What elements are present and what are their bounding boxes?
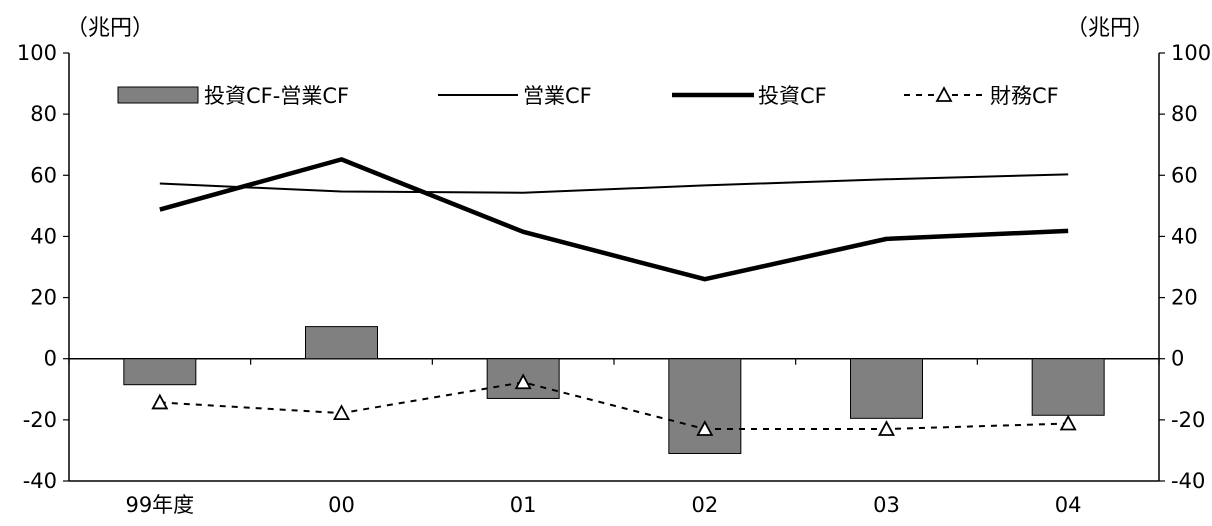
- y-tick-label-right: 20: [1171, 286, 1198, 310]
- legend-swatch-bar: [117, 86, 199, 104]
- bar: [123, 358, 197, 386]
- left-axis-unit: （兆円）: [66, 16, 155, 41]
- legend-label-investing-cf: 投資CF: [758, 84, 827, 108]
- legend-triangle-icon: [935, 86, 953, 102]
- y-tick-label-left: 40: [30, 224, 57, 248]
- y-tick-label-left: 80: [30, 102, 57, 126]
- bar: [668, 358, 742, 454]
- bar: [305, 326, 378, 360]
- axes-group: [63, 52, 1165, 482]
- series-line-financing-cf: [159, 381, 1069, 431]
- triangle-marker: [151, 393, 169, 410]
- x-tick-label: 01: [510, 493, 537, 517]
- bar: [1031, 358, 1105, 416]
- y-tick-label-right: 60: [1171, 163, 1198, 187]
- legend-label-operating-cf: 営業CF: [523, 84, 592, 108]
- triangle-marker: [514, 373, 532, 390]
- x-tick-label: 99年度: [125, 493, 194, 517]
- x-tick-label: 04: [1055, 493, 1082, 517]
- series-line-operating-cf: [159, 173, 1069, 194]
- y-tick-label-right: -20: [1171, 408, 1205, 432]
- series-line-investing-cf: [159, 157, 1069, 282]
- bars-group: [123, 326, 1105, 454]
- y-tick-label-right: 100: [1171, 41, 1211, 65]
- triangle-marker: [332, 404, 351, 421]
- triangle-marker: [877, 420, 896, 436]
- x-tick-label: 02: [691, 493, 718, 517]
- legend-label-financing-cf: 財務CF: [990, 84, 1059, 108]
- y-tick-label-right: 0: [1171, 347, 1184, 371]
- triangle-marker: [696, 420, 714, 436]
- bar: [850, 358, 923, 419]
- y-tick-label-right: 40: [1171, 224, 1198, 248]
- right-axis-unit: （兆円）: [1065, 16, 1154, 41]
- y-tick-label-left: 20: [30, 286, 57, 310]
- legend-label-bar: 投資CF-営業CF: [204, 84, 349, 108]
- y-tick-label-right: 80: [1171, 102, 1198, 126]
- y-tick-label-left: -40: [23, 469, 57, 493]
- y-tick-label-left: 0: [44, 347, 57, 371]
- y-tick-label-left: -20: [23, 408, 57, 432]
- x-tick-label: 00: [328, 493, 355, 517]
- triangle-marker: [1059, 414, 1077, 431]
- lines-group: [159, 157, 1069, 431]
- x-tick-label: 03: [873, 493, 900, 517]
- y-tick-label-left: 60: [30, 163, 57, 187]
- markers-group: [151, 373, 1077, 436]
- y-tick-label-right: -40: [1171, 469, 1205, 493]
- legend: 投資CF-営業CF 営業CF 投資CF 財務CF: [117, 84, 1059, 108]
- y-tick-label-left: 100: [17, 41, 57, 65]
